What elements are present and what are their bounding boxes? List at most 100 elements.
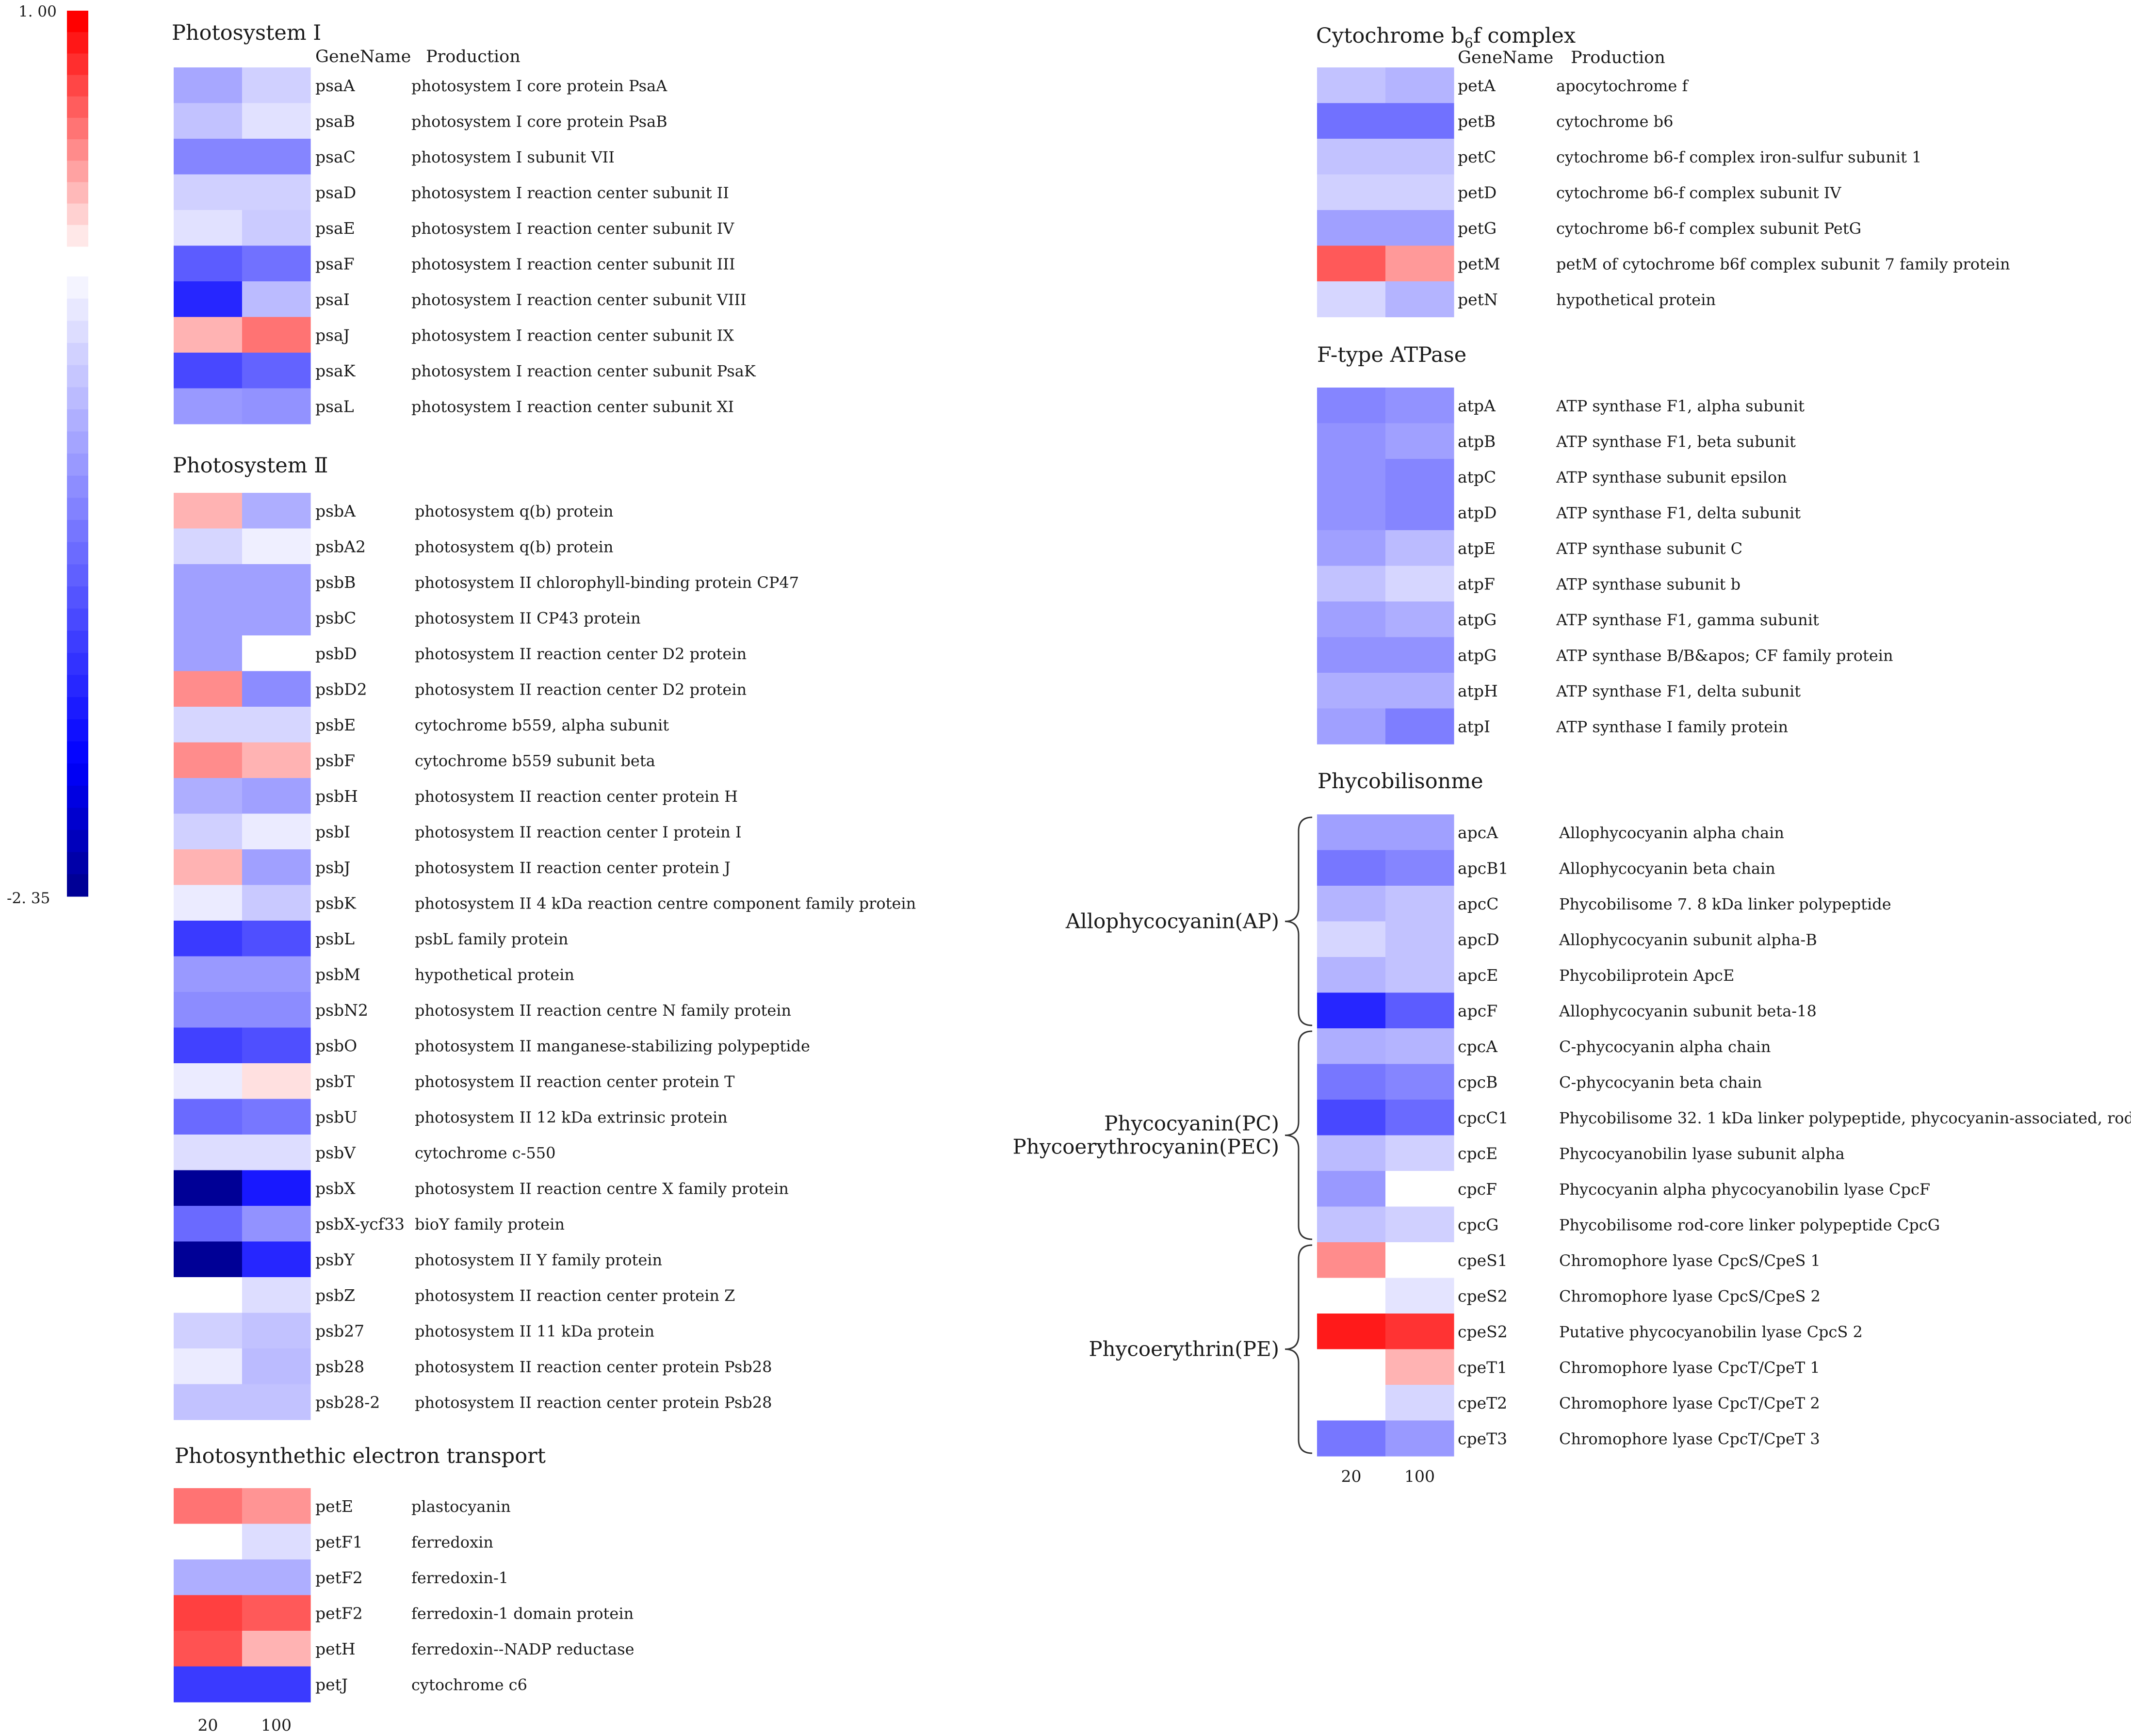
heatmap-cell	[1385, 1349, 1454, 1385]
color-scale-step-negative	[67, 542, 88, 565]
color-scale-step-negative	[67, 608, 88, 631]
heatmap-row: apcE Phycobiliprotein ApcE	[1317, 957, 1734, 993]
product-name: Phycobilisome 7. 8 kDa linker polypeptid…	[1559, 895, 1891, 913]
gene-name: petF1	[315, 1532, 363, 1551]
heatmap-cell	[242, 1524, 311, 1560]
group-brace	[1285, 1030, 1313, 1240]
gene-name: psbE	[315, 715, 356, 734]
heatmap-cell	[242, 778, 311, 814]
gene-name: psbJ	[315, 858, 350, 877]
gene-name: psbL	[315, 929, 355, 948]
product-name: ATP synthase I family protein	[1556, 717, 1788, 736]
gene-name: petF2	[315, 1604, 363, 1622]
gene-name: atpH	[1458, 681, 1498, 700]
heatmap-cell	[1317, 673, 1386, 709]
heatmap-cell	[242, 353, 311, 389]
heatmap-cell	[242, 1241, 311, 1278]
panel-title: Photosystem Ⅰ	[172, 21, 321, 45]
heatmap-row: cpeS2 Putative phycocyanobilin lyase CpcS…	[1317, 1314, 1863, 1350]
heatmap-cell	[242, 174, 311, 211]
heatmap-row: petA apocytochrome f	[1317, 67, 1689, 104]
heatmap-row: psbY photosystem II Y family protein	[174, 1241, 662, 1278]
heatmap-cell	[1385, 1135, 1454, 1171]
heatmap-cell	[242, 885, 311, 921]
heatmap-row: atpG ATP synthase F1, gamma subunit	[1317, 601, 1819, 638]
gene-name: psaE	[315, 219, 355, 238]
heatmap-cell	[174, 1241, 243, 1278]
group-brace	[1285, 816, 1313, 1026]
heatmap-row: psaC photosystem I subunit VII	[174, 139, 615, 175]
heatmap-cell	[174, 281, 243, 318]
product-name: photosystem II reaction center protein J	[415, 859, 731, 877]
product-name: Allophycocyanin subunit beta-18	[1559, 1002, 1817, 1020]
heatmap-cell	[174, 1313, 243, 1349]
heatmap-cell	[174, 1170, 243, 1206]
heatmap-cell	[242, 139, 311, 175]
heatmap-cell	[174, 317, 243, 353]
heatmap-cell	[1317, 1278, 1386, 1314]
heatmap-row: atpI ATP synthase I family protein	[1317, 708, 1788, 745]
heatmap-cell	[1317, 1385, 1386, 1421]
heatmap-cell	[1385, 1278, 1454, 1314]
color-scale-max-label: 1. 00	[18, 3, 57, 20]
gene-name: atpG	[1458, 646, 1497, 665]
product-name: photosystem I reaction center subunit II	[411, 183, 729, 202]
gene-name: cpcF	[1458, 1180, 1497, 1199]
heatmap-panel: Photosystem Ⅱ psbA photosystem q(b) protei…	[173, 454, 916, 1420]
heatmap-cell	[1385, 850, 1454, 886]
gene-name: apcC	[1458, 894, 1499, 913]
heatmap-cell	[242, 1488, 311, 1525]
heatmap-cell	[1385, 886, 1454, 922]
heatmap-row: psbZ photosystem II reaction center prote…	[174, 1277, 735, 1314]
heatmap-cell	[1317, 210, 1386, 246]
product-name: photosystem II reaction center protein P…	[415, 1393, 772, 1412]
heatmap-cell	[242, 245, 311, 282]
gene-name: psbX	[315, 1179, 356, 1198]
heatmap-cell	[174, 921, 243, 957]
product-name: hypothetical protein	[1556, 291, 1716, 309]
heatmap-row: petN hypothetical protein	[1317, 281, 1716, 318]
gene-name: psaL	[315, 397, 354, 416]
gene-name: psbK	[315, 893, 357, 912]
gene-name: cpeS2	[1458, 1322, 1508, 1341]
color-scale-step-positive	[67, 53, 88, 76]
heatmap-cell	[242, 210, 311, 246]
heatmap-panels: Photosystem Ⅰ GeneName Production psaA photo…	[172, 21, 2131, 1735]
product-name: photosystem II CP43 protein	[415, 609, 641, 627]
panel-title: F-type ATPase	[1317, 343, 1466, 367]
heatmap-cell	[242, 707, 311, 743]
gene-name: psbC	[315, 608, 356, 627]
heatmap-cell	[1385, 1171, 1454, 1207]
group-annotation: Phycocyanin(PC)Phycoerythrocyanin(PEC)	[1013, 1030, 1313, 1240]
heatmap-panel: Photosynthethic electron transport petE pl…	[174, 1444, 634, 1735]
product-name: apocytochrome f	[1556, 77, 1689, 95]
heatmap-row: atpE ATP synthase subunit C	[1317, 530, 1742, 567]
heatmap-row: cpeT3 Chromophore lyase CpcT/CpeT 3	[1317, 1420, 1820, 1457]
color-scale-step-negative	[67, 409, 88, 432]
heatmap-cell	[242, 1348, 311, 1385]
heatmap-cell	[1317, 459, 1386, 495]
product-name: Phycocyanin alpha phycocyanobilin lyase …	[1559, 1180, 1930, 1199]
heatmap-cell	[174, 103, 243, 139]
heatmap-cell	[242, 671, 311, 707]
panel-title: Photosystem Ⅱ	[173, 454, 328, 478]
heatmap-cell	[1317, 850, 1386, 886]
heatmap-cell	[174, 1063, 243, 1100]
heatmap-cell	[1317, 708, 1386, 745]
heatmap-row: cpeT1 Chromophore lyase CpcT/CpeT 1	[1317, 1349, 1820, 1385]
heatmap-cell	[1385, 423, 1454, 459]
heatmap-cell	[242, 1666, 311, 1703]
heatmap-row: psbB photosystem II chlorophyll-binding p…	[174, 564, 799, 600]
heatmap-row: atpB ATP synthase F1, beta subunit	[1317, 423, 1796, 459]
color-scale-step-negative	[67, 365, 88, 388]
color-scale-step-positive	[67, 32, 88, 54]
heatmap-row: cpcC1 Phycobilisome 32. 1 kDa linker poly…	[1317, 1100, 2131, 1136]
heatmap-cell	[1317, 67, 1386, 104]
heatmap-row: psaF photosystem I reaction center subuni…	[174, 245, 735, 282]
product-name: photosystem II reaction centre N family …	[415, 1001, 791, 1020]
product-name: Phycocyanobilin lyase subunit alpha	[1559, 1144, 1845, 1163]
heatmap-cell	[174, 1666, 243, 1703]
heatmap-row: psbD2 photosystem II reaction center D2 p…	[174, 671, 747, 707]
product-name: photosystem II reaction center D2 protei…	[415, 645, 747, 663]
